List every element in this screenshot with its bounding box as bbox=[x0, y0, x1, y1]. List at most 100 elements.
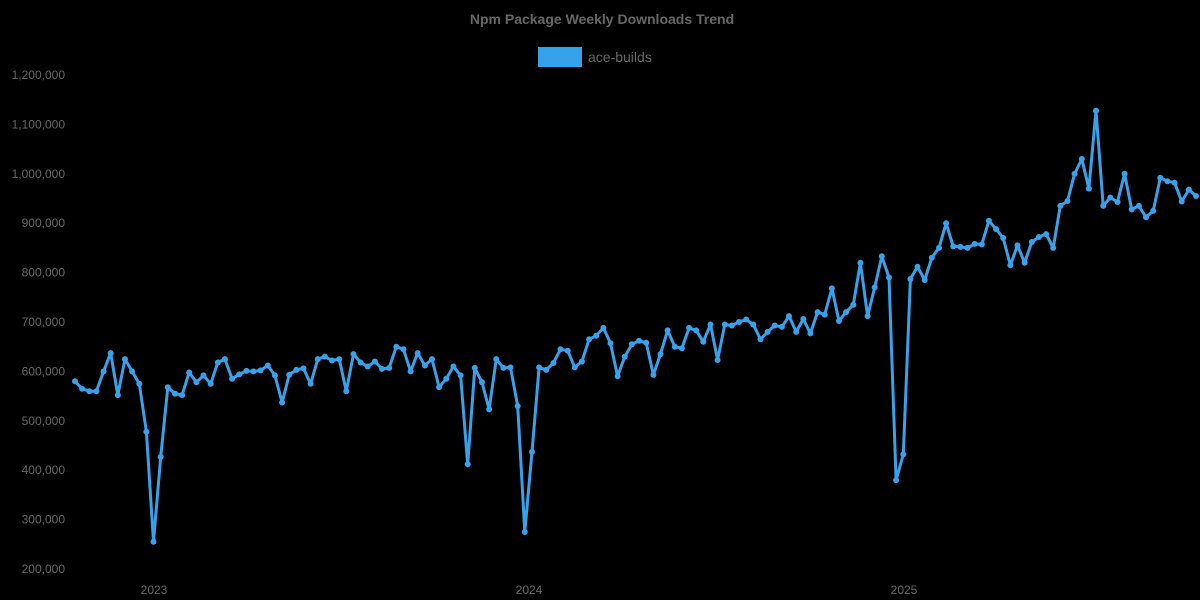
data-point[interactable] bbox=[907, 276, 914, 282]
data-point[interactable] bbox=[843, 309, 850, 316]
data-point[interactable] bbox=[571, 364, 578, 371]
data-point[interactable] bbox=[993, 226, 1000, 233]
data-point[interactable] bbox=[1150, 207, 1157, 214]
data-point[interactable] bbox=[1100, 202, 1107, 209]
data-point[interactable] bbox=[1143, 214, 1149, 221]
data-point[interactable] bbox=[771, 322, 778, 329]
data-point[interactable] bbox=[479, 379, 485, 386]
data-point[interactable] bbox=[643, 339, 650, 346]
data-point[interactable] bbox=[807, 330, 814, 337]
data-point[interactable] bbox=[878, 253, 885, 260]
data-point[interactable] bbox=[1078, 156, 1085, 162]
data-point[interactable] bbox=[114, 392, 121, 399]
data-point[interactable] bbox=[179, 392, 186, 399]
data-point[interactable] bbox=[893, 477, 900, 484]
data-point[interactable] bbox=[386, 364, 393, 371]
data-point[interactable] bbox=[1114, 199, 1121, 205]
data-point[interactable] bbox=[707, 321, 714, 328]
data-point[interactable] bbox=[586, 336, 593, 343]
data-point[interactable] bbox=[93, 388, 100, 395]
data-point[interactable] bbox=[436, 384, 443, 391]
data-point[interactable] bbox=[300, 365, 307, 372]
data-point[interactable] bbox=[529, 448, 535, 455]
data-point[interactable] bbox=[122, 356, 128, 363]
data-point[interactable] bbox=[336, 356, 343, 363]
data-point[interactable] bbox=[343, 388, 350, 395]
data-point[interactable] bbox=[321, 353, 328, 360]
data-point[interactable] bbox=[800, 316, 807, 322]
data-point[interactable] bbox=[1128, 206, 1135, 213]
data-point[interactable] bbox=[407, 368, 414, 375]
data-point[interactable] bbox=[686, 324, 693, 331]
data-point[interactable] bbox=[357, 359, 364, 366]
data-point[interactable] bbox=[871, 284, 878, 291]
data-point[interactable] bbox=[971, 240, 978, 247]
data-point[interactable] bbox=[1171, 179, 1178, 186]
data-point[interactable] bbox=[921, 277, 928, 283]
data-point[interactable] bbox=[243, 367, 250, 374]
data-point[interactable] bbox=[371, 358, 378, 365]
data-point[interactable] bbox=[714, 357, 721, 363]
data-point[interactable] bbox=[821, 311, 828, 318]
data-point[interactable] bbox=[578, 358, 585, 365]
data-point[interactable] bbox=[1057, 202, 1064, 209]
data-point[interactable] bbox=[900, 451, 907, 458]
data-point[interactable] bbox=[728, 322, 735, 329]
data-point[interactable] bbox=[257, 367, 264, 374]
data-point[interactable] bbox=[507, 364, 514, 371]
data-point[interactable] bbox=[985, 217, 992, 224]
data-point[interactable] bbox=[414, 350, 421, 357]
data-point[interactable] bbox=[236, 371, 243, 378]
data-point[interactable] bbox=[200, 372, 207, 379]
data-point[interactable] bbox=[1064, 198, 1071, 204]
data-point[interactable] bbox=[657, 351, 664, 358]
data-point[interactable] bbox=[471, 364, 478, 371]
data-point[interactable] bbox=[1050, 244, 1057, 251]
data-point[interactable] bbox=[836, 318, 842, 324]
data-point[interactable] bbox=[964, 244, 971, 251]
data-point[interactable] bbox=[393, 343, 400, 350]
data-point[interactable] bbox=[678, 345, 685, 352]
data-point[interactable] bbox=[928, 254, 935, 261]
data-point[interactable] bbox=[671, 343, 678, 350]
data-point[interactable] bbox=[250, 368, 257, 375]
data-point[interactable] bbox=[457, 372, 464, 379]
data-point[interactable] bbox=[172, 390, 178, 397]
data-point[interactable] bbox=[1193, 193, 1199, 199]
data-point[interactable] bbox=[557, 346, 564, 353]
data-point[interactable] bbox=[950, 243, 957, 250]
data-point[interactable] bbox=[150, 538, 157, 545]
data-point[interactable] bbox=[850, 301, 857, 308]
data-point[interactable] bbox=[379, 365, 385, 372]
data-point[interactable] bbox=[793, 328, 800, 335]
data-point[interactable] bbox=[1043, 231, 1050, 238]
data-point[interactable] bbox=[279, 399, 286, 406]
data-point[interactable] bbox=[1035, 234, 1042, 240]
data-point[interactable] bbox=[1157, 174, 1164, 181]
data-point[interactable] bbox=[550, 360, 557, 366]
data-point[interactable] bbox=[757, 336, 764, 343]
data-point[interactable] bbox=[143, 428, 150, 435]
data-point[interactable] bbox=[614, 373, 621, 380]
data-point[interactable] bbox=[329, 357, 335, 364]
data-point[interactable] bbox=[136, 380, 143, 387]
data-point[interactable] bbox=[650, 371, 657, 378]
data-point[interactable] bbox=[350, 351, 357, 358]
data-point[interactable] bbox=[721, 321, 728, 328]
data-point[interactable] bbox=[936, 244, 942, 251]
data-point[interactable] bbox=[157, 453, 164, 460]
data-point[interactable] bbox=[1178, 198, 1185, 205]
data-point[interactable] bbox=[814, 309, 821, 316]
data-point[interactable] bbox=[314, 356, 321, 363]
data-point[interactable] bbox=[400, 346, 407, 353]
data-point[interactable] bbox=[1107, 194, 1114, 201]
data-point[interactable] bbox=[493, 356, 500, 363]
data-point[interactable] bbox=[86, 388, 93, 395]
data-point[interactable] bbox=[429, 356, 435, 363]
data-point[interactable] bbox=[1071, 170, 1078, 177]
data-point[interactable] bbox=[1000, 235, 1007, 241]
data-point[interactable] bbox=[207, 380, 214, 387]
data-point[interactable] bbox=[1014, 242, 1021, 249]
data-point[interactable] bbox=[886, 274, 892, 281]
data-point[interactable] bbox=[693, 327, 700, 334]
